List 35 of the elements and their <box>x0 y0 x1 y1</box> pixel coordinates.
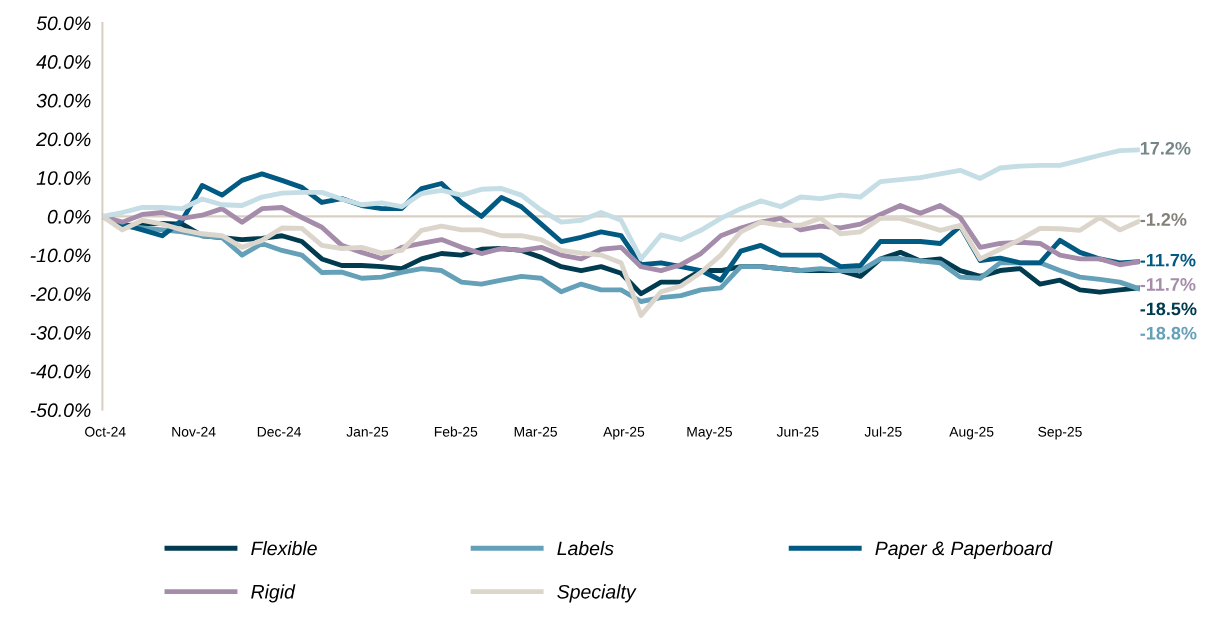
y-tick-label: 10.0% <box>36 171 91 185</box>
legend-label: Paper & Paperboard <box>875 540 1053 560</box>
x-tick-label: Nov-24 <box>172 426 216 437</box>
x-tick-label: Aug-25 <box>949 426 994 440</box>
x-tick-label: Jun-25 <box>776 426 819 437</box>
x-tick-label: Dec-24 <box>257 426 302 437</box>
data-label: -11.7% <box>1140 253 1196 267</box>
x-tick-label: Apr-25 <box>603 426 645 440</box>
y-tick-label: -40.0% <box>30 364 91 379</box>
legend-label: Labels <box>557 540 614 556</box>
legend-label: Flexible <box>251 540 317 556</box>
y-tick-label: -20.0% <box>30 287 91 301</box>
legend-label: Rigid <box>251 584 296 603</box>
y-tick-label: 50.0% <box>36 16 91 31</box>
data-label: -18.5% <box>1140 302 1197 316</box>
data-label: -11.7% <box>1140 278 1196 291</box>
y-tick-label: -50.0% <box>30 403 91 418</box>
y-tick-label: 20.0% <box>36 132 91 147</box>
x-tick-label: Jul-25 <box>864 426 902 437</box>
legend-label: Specialty <box>557 584 637 603</box>
y-tick-label: -30.0% <box>30 325 91 340</box>
y-tick-label: 0.0% <box>47 209 91 224</box>
data-label: -18.8% <box>1140 326 1197 340</box>
x-tick-label: May-25 <box>687 426 732 440</box>
data-label: 17.2% <box>1140 141 1191 155</box>
x-tick-label: Oct-24 <box>85 426 126 437</box>
y-tick-label: 40.0% <box>36 55 91 69</box>
data-label: -1.2% <box>1140 213 1187 226</box>
x-tick-label: Feb-25 <box>434 426 478 437</box>
y-tick-label: -10.0% <box>30 248 91 263</box>
x-tick-label: Mar-25 <box>514 426 557 437</box>
x-tick-label: Sep-25 <box>1038 426 1082 440</box>
y-tick-label: 30.0% <box>36 93 91 108</box>
x-tick-label: Jan-25 <box>346 426 389 437</box>
line-series <box>102 147 1140 262</box>
